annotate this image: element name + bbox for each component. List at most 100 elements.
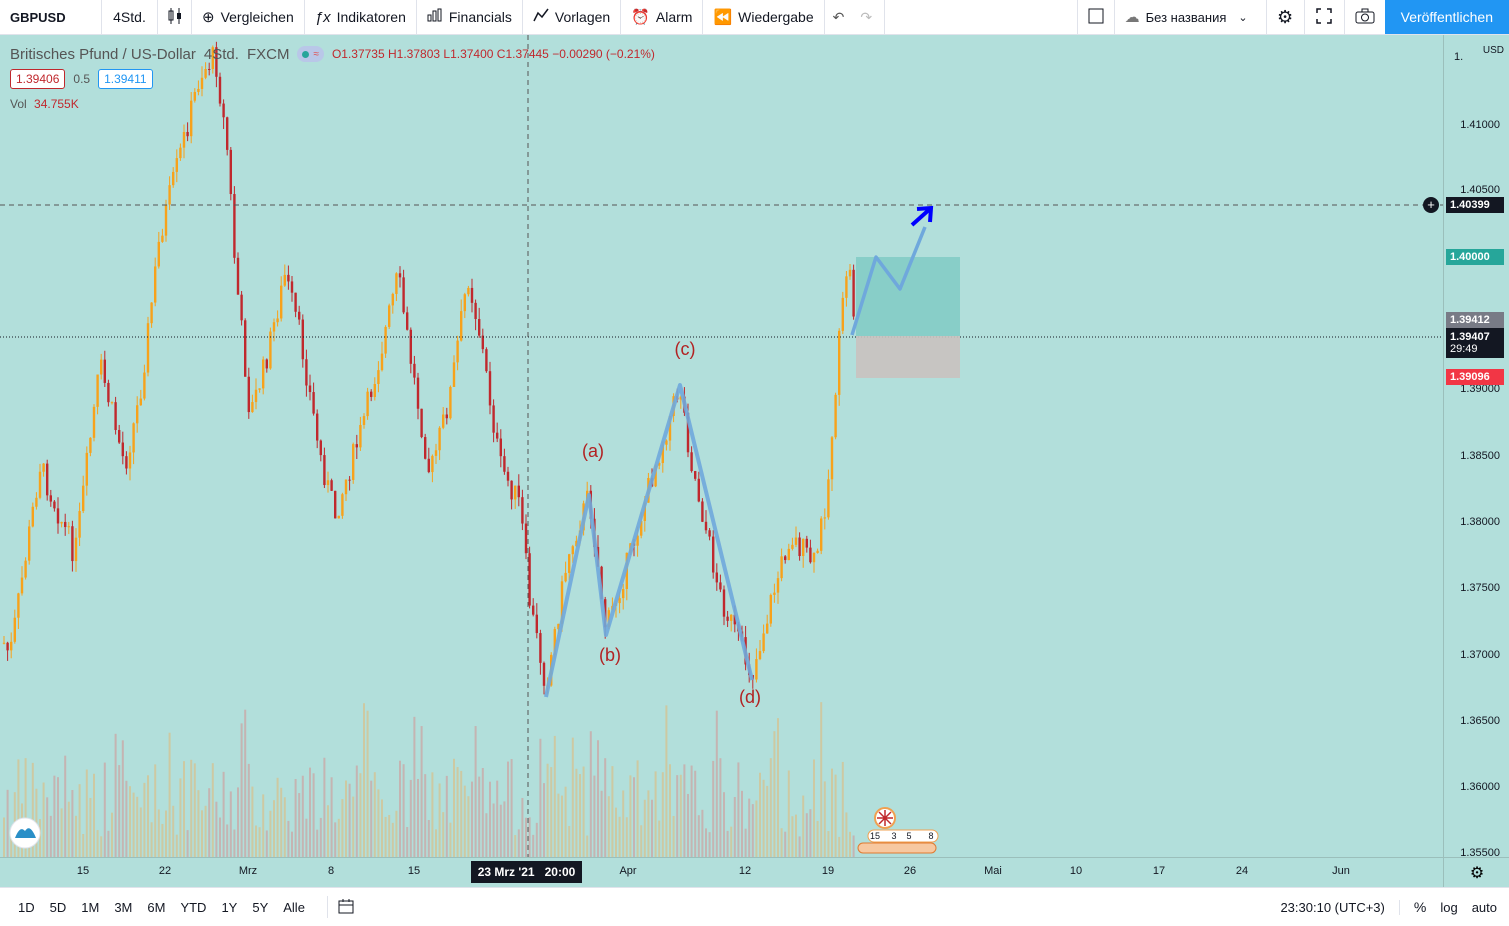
time-tick: Apr (619, 865, 637, 877)
buy-button[interactable]: 1.39411 (98, 69, 153, 89)
chart-type-button[interactable] (158, 0, 192, 34)
financials-button[interactable]: Financials (417, 0, 523, 34)
volume-bar (305, 818, 308, 857)
candle-body (467, 287, 470, 295)
layout-name-dropdown[interactable]: ☁ Без названия ⌄ (1115, 0, 1267, 34)
range-button[interactable]: 5Y (252, 899, 269, 915)
candle-body (359, 424, 362, 448)
range-button[interactable]: 1M (81, 899, 100, 915)
volume-bar (809, 809, 812, 857)
projection-arrow[interactable] (910, 205, 934, 227)
candle-body (258, 388, 261, 390)
time-scale[interactable]: 15 22 Mrz 8 15 Apr 12 19 26 Mai 10 17 24 Jun 23 Mrz '… (0, 857, 1443, 888)
settings-button[interactable]: ⚙ (1267, 0, 1305, 34)
candle-body (373, 383, 376, 397)
publish-button[interactable]: Veröffentlichen (1384, 0, 1509, 34)
symbol-title[interactable]: Britisches Pfund / US-Dollar (10, 45, 196, 63)
market-status-badge[interactable]: ≈ (297, 46, 324, 62)
volume-bar (327, 805, 329, 857)
undo-button[interactable]: ↶ (825, 0, 853, 34)
fullscreen-button[interactable] (1305, 0, 1345, 34)
range-button[interactable]: 3M (114, 899, 133, 915)
event-count-3: 5 (906, 831, 911, 841)
candle-body (254, 389, 258, 403)
range-button[interactable]: YTD (180, 899, 207, 915)
volume-bar (460, 770, 463, 857)
time-scale-corner[interactable]: ⚙ (1443, 857, 1509, 888)
candle-body (132, 423, 135, 453)
replay-button[interactable]: ⏪ Wiedergabe (703, 0, 825, 34)
crosshair-plus-button[interactable]: + (1423, 197, 1439, 213)
interval-button[interactable]: 4Std. (102, 0, 158, 34)
candle-body (686, 412, 690, 453)
candle-body (154, 266, 157, 303)
indicators-button[interactable]: ƒx Indikatoren (305, 0, 417, 34)
candle-body (247, 376, 250, 413)
range-button[interactable]: 1D (18, 899, 35, 915)
volume-bar (435, 829, 437, 857)
volume-bar (71, 790, 74, 857)
volume-bar (129, 786, 131, 857)
candle-body (6, 642, 9, 651)
volume-bar (370, 780, 373, 857)
symbol-search[interactable]: GBPUSD (0, 0, 102, 34)
price-tick: 1.36000 (1460, 781, 1500, 793)
clock[interactable]: 23:30:10 (UTC+3) (1280, 899, 1400, 915)
volume-bar (852, 835, 855, 857)
range-button[interactable]: 6M (147, 899, 166, 915)
price-chart[interactable]: (a) (b) (c) (d) 15 3 5 8 (0, 35, 1443, 857)
stop-zone[interactable] (856, 336, 960, 378)
layout-toggle-button[interactable] (1076, 0, 1115, 34)
range-button[interactable]: Alle (283, 899, 305, 915)
candle-body (654, 465, 657, 487)
volume-bar (820, 702, 823, 857)
auto-toggle[interactable]: auto (1471, 899, 1497, 915)
volume-bar (478, 776, 481, 857)
price-scale[interactable]: 1. USD 1.410001.405001.400001.395001.390… (1443, 35, 1509, 859)
candle-body (294, 292, 297, 312)
candle-body (269, 331, 272, 369)
goto-date-button[interactable] (326, 896, 364, 918)
sell-button[interactable]: 1.39406 (10, 69, 66, 89)
wave-path[interactable] (544, 383, 754, 698)
candle-body (816, 550, 819, 553)
top-toolbar: GBPUSD 4Std. ⊕ Vergleichen ƒx Indikatoren … (0, 0, 1509, 35)
wave-label-d: (d) (739, 687, 761, 707)
range-button[interactable]: 1Y (221, 899, 238, 915)
candle-body (841, 297, 844, 331)
candle-body (204, 69, 207, 78)
candle-body (406, 312, 409, 330)
redo-button[interactable]: ↷ (852, 0, 886, 34)
percent-toggle[interactable]: % (1413, 899, 1427, 915)
volume-bar (323, 757, 326, 857)
candle-body (798, 537, 801, 557)
volume-bar (823, 781, 826, 857)
log-toggle[interactable]: log (1440, 899, 1458, 915)
time-tick: 26 (903, 865, 917, 877)
range-button[interactable]: 5D (49, 899, 67, 915)
candle-body (110, 402, 114, 404)
volume-bar (125, 780, 128, 857)
candle-body (38, 471, 42, 498)
volume-bar (53, 775, 56, 857)
candle-body (143, 372, 146, 399)
candle-body (244, 320, 247, 377)
templates-button[interactable]: Vorlagen (523, 0, 622, 34)
volume-bar (183, 761, 185, 857)
candle-body (276, 318, 279, 323)
volume-bar (193, 763, 196, 857)
volume-bar (643, 799, 646, 857)
snapshot-button[interactable] (1345, 0, 1385, 34)
candle-body (553, 629, 556, 655)
volume-bar (114, 733, 117, 857)
target-price: 1.40000 (1450, 251, 1490, 263)
economic-events[interactable]: 15 3 5 8 (857, 807, 939, 854)
alert-button[interactable]: ⏰ Alarm (621, 0, 704, 34)
time-tick: Jun (1332, 865, 1350, 877)
compare-button[interactable]: ⊕ Vergleichen (192, 0, 305, 34)
chart-pane[interactable]: (a) (b) (c) (d) 15 3 5 8 Britisches Pfun… (0, 35, 1443, 857)
projection-path[interactable] (850, 226, 927, 336)
tradingview-logo[interactable] (9, 817, 41, 849)
candle-body (568, 554, 571, 573)
candle-body (823, 517, 826, 519)
